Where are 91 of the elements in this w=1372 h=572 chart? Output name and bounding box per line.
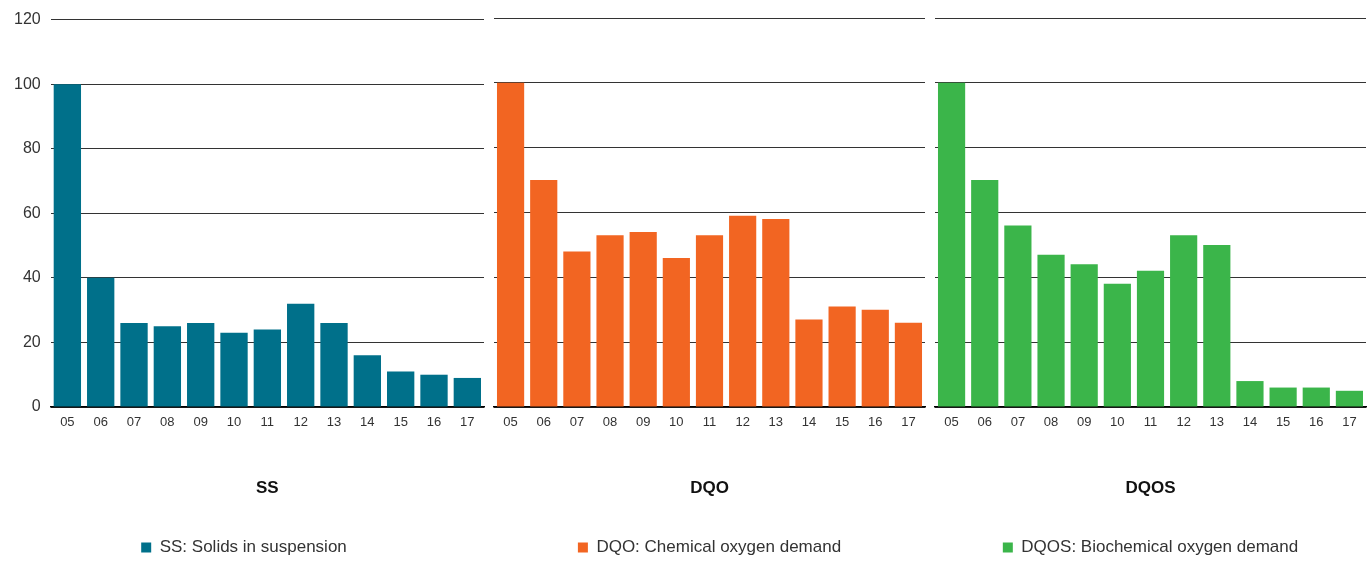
x-tick-label: 08 xyxy=(1043,414,1059,430)
bar xyxy=(795,319,823,407)
bar xyxy=(387,371,415,407)
bar xyxy=(861,309,889,407)
bar xyxy=(937,82,966,407)
x-tick-label: 10 xyxy=(669,414,684,430)
x-tick-label: 15 xyxy=(1275,414,1291,430)
x-tick-label: 06 xyxy=(536,414,551,430)
x-tick-label: 17 xyxy=(460,414,475,430)
x-tick-label: 16 xyxy=(1309,414,1324,430)
bar xyxy=(729,215,757,407)
bar xyxy=(496,82,525,407)
x-tick-label: 09 xyxy=(635,414,651,430)
x-tick-label: 06 xyxy=(93,414,108,430)
x-axis-title: SS xyxy=(256,478,279,498)
x-tick-label: 16 xyxy=(868,414,883,430)
bar xyxy=(453,377,481,407)
bar xyxy=(828,306,856,407)
y-tick-label: 0 xyxy=(31,397,41,415)
x-tick-label: 11 xyxy=(260,414,275,430)
x-tick-label: 11 xyxy=(1143,414,1158,430)
bar xyxy=(153,326,182,407)
bar xyxy=(629,231,657,407)
bar xyxy=(1269,387,1297,407)
x-tick-label: 14 xyxy=(360,414,375,430)
y-tick-label: 40 xyxy=(22,268,41,286)
bar xyxy=(220,332,248,407)
bar xyxy=(530,180,558,407)
bar xyxy=(1335,390,1364,407)
legend-label: DQOS: Biochemical oxygen demand xyxy=(1021,537,1299,557)
legend-label: SS: Solids in suspension xyxy=(159,537,347,557)
bar xyxy=(1236,381,1264,407)
x-tick-label: 12 xyxy=(1176,414,1191,430)
x-tick-label: 10 xyxy=(1110,414,1125,430)
x-tick-label: 17 xyxy=(901,414,916,430)
bar xyxy=(1203,244,1231,407)
x-tick-label: 10 xyxy=(226,414,242,430)
bar xyxy=(420,374,448,407)
x-tick-label: 12 xyxy=(293,414,308,430)
x-tick-label: 08 xyxy=(602,414,618,430)
x-tick-label: 13 xyxy=(326,414,342,430)
x-tick-label: 11 xyxy=(702,414,717,430)
x-tick-label: 15 xyxy=(393,414,408,430)
y-tick-label: 100 xyxy=(13,74,41,92)
x-tick-label: 09 xyxy=(1076,414,1092,430)
y-tick-label: 20 xyxy=(22,332,41,350)
bar xyxy=(187,323,215,407)
bar xyxy=(253,329,282,407)
y-tick-label: 120 xyxy=(13,10,41,28)
bar xyxy=(1136,270,1165,407)
bar xyxy=(662,257,690,407)
x-axis-title: DQO xyxy=(690,478,729,498)
bar xyxy=(353,355,382,407)
x-tick-label: 05 xyxy=(503,414,518,430)
bar xyxy=(1004,225,1032,407)
bar xyxy=(1037,254,1065,407)
bar xyxy=(894,322,923,407)
bar xyxy=(695,235,724,407)
x-tick-label: 05 xyxy=(60,414,75,430)
bar xyxy=(1302,387,1330,407)
x-axis-title: DQOS xyxy=(1125,478,1176,498)
x-tick-label: 14 xyxy=(801,414,817,430)
x-tick-label: 16 xyxy=(426,414,442,430)
x-tick-label: 13 xyxy=(1209,414,1225,430)
bar xyxy=(596,235,624,407)
bar xyxy=(287,303,315,407)
bar xyxy=(563,251,591,407)
bar xyxy=(53,84,82,407)
legend-label: DQO: Chemical oxygen demand xyxy=(596,537,842,557)
x-tick-label: 17 xyxy=(1342,414,1357,430)
bar xyxy=(762,218,790,407)
bar xyxy=(1070,264,1098,407)
x-tick-label: 07 xyxy=(569,414,585,430)
x-tick-label: 07 xyxy=(1010,414,1026,430)
x-tick-label: 05 xyxy=(944,414,959,430)
y-tick-label: 60 xyxy=(22,203,41,221)
x-tick-label: 06 xyxy=(977,414,992,430)
x-tick-label: 08 xyxy=(160,414,175,430)
bar xyxy=(320,323,348,407)
x-tick-label: 09 xyxy=(193,414,208,430)
x-tick-label: 15 xyxy=(834,414,850,430)
y-tick-label: 80 xyxy=(22,139,41,157)
x-tick-label: 14 xyxy=(1242,414,1258,430)
bar xyxy=(971,180,999,407)
x-tick-label: 13 xyxy=(768,414,784,430)
bar xyxy=(120,323,148,407)
bar xyxy=(1170,235,1198,407)
bar xyxy=(1103,283,1131,407)
bar xyxy=(87,277,115,407)
x-tick-label: 12 xyxy=(735,414,750,430)
x-tick-label: 07 xyxy=(126,414,142,430)
